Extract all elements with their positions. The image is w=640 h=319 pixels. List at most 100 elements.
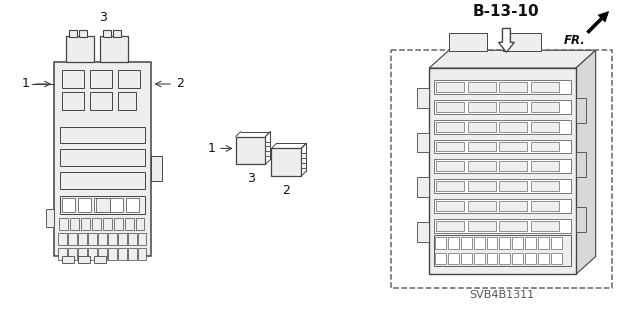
Bar xyxy=(436,181,464,191)
Bar xyxy=(60,218,68,230)
Bar xyxy=(118,248,127,259)
Bar xyxy=(468,181,495,191)
Text: 3: 3 xyxy=(99,11,107,25)
Bar xyxy=(531,181,559,191)
Bar xyxy=(138,248,147,259)
Bar xyxy=(138,233,147,245)
Bar xyxy=(434,179,571,193)
Bar xyxy=(434,100,571,114)
FancyArrow shape xyxy=(499,28,515,52)
Bar xyxy=(417,177,429,197)
Bar xyxy=(60,127,145,144)
Bar xyxy=(434,139,571,153)
Text: 2: 2 xyxy=(176,78,184,91)
Bar xyxy=(538,237,549,249)
Polygon shape xyxy=(576,50,596,274)
Bar xyxy=(468,161,495,171)
Bar xyxy=(436,161,464,171)
Bar xyxy=(271,148,301,176)
Bar xyxy=(499,102,527,112)
Bar xyxy=(70,218,79,230)
Bar xyxy=(576,98,586,123)
Bar xyxy=(98,233,107,245)
Text: 2: 2 xyxy=(282,184,290,197)
Bar xyxy=(499,221,527,231)
Bar xyxy=(461,237,472,249)
Text: 3: 3 xyxy=(246,172,255,185)
Bar xyxy=(436,82,464,92)
Bar xyxy=(435,253,446,264)
Bar xyxy=(499,82,527,92)
Bar xyxy=(108,248,116,259)
Bar xyxy=(513,237,524,249)
Bar xyxy=(434,219,571,233)
Bar xyxy=(58,248,67,259)
Bar xyxy=(531,201,559,211)
Bar xyxy=(551,253,562,264)
Bar xyxy=(468,201,495,211)
Bar xyxy=(60,172,145,189)
Bar xyxy=(499,142,527,152)
Bar xyxy=(236,137,266,164)
Bar xyxy=(417,222,429,242)
Bar xyxy=(78,198,91,212)
Polygon shape xyxy=(429,50,596,68)
Bar xyxy=(118,70,140,88)
Bar xyxy=(114,218,123,230)
Bar xyxy=(531,161,559,171)
Bar xyxy=(98,248,107,259)
Bar xyxy=(78,248,87,259)
Bar xyxy=(100,36,127,62)
Bar xyxy=(474,253,484,264)
Bar xyxy=(60,149,145,166)
Bar xyxy=(90,70,112,88)
Bar xyxy=(436,241,464,251)
Bar xyxy=(551,237,562,249)
Text: FR.: FR. xyxy=(564,34,586,48)
Bar xyxy=(531,241,559,251)
Ellipse shape xyxy=(67,111,77,119)
Bar xyxy=(136,218,145,230)
Bar xyxy=(434,120,571,134)
Bar xyxy=(436,102,464,112)
Bar xyxy=(499,201,527,211)
Bar xyxy=(531,142,559,152)
Bar xyxy=(468,122,495,132)
Bar xyxy=(68,248,77,259)
Bar xyxy=(417,88,429,108)
Bar xyxy=(392,50,612,288)
Bar xyxy=(125,198,138,212)
Bar xyxy=(435,237,446,249)
Text: 1: 1 xyxy=(22,78,29,91)
Bar xyxy=(486,253,497,264)
Bar xyxy=(436,221,464,231)
Text: 1: 1 xyxy=(208,142,216,155)
Ellipse shape xyxy=(280,157,288,165)
Bar xyxy=(81,218,90,230)
Bar xyxy=(434,235,571,266)
Bar xyxy=(434,199,571,213)
Bar xyxy=(78,233,87,245)
Bar xyxy=(90,92,112,110)
Bar xyxy=(448,253,459,264)
Bar xyxy=(79,30,87,37)
Bar xyxy=(88,248,97,259)
Bar xyxy=(461,253,472,264)
Bar xyxy=(468,102,495,112)
Bar xyxy=(499,161,527,171)
Bar xyxy=(118,233,127,245)
Bar xyxy=(531,82,559,92)
Bar xyxy=(499,253,510,264)
Bar xyxy=(525,253,536,264)
Bar xyxy=(62,92,84,110)
Bar xyxy=(127,248,136,259)
Bar xyxy=(531,102,559,112)
Bar xyxy=(266,142,271,146)
Bar xyxy=(448,237,459,249)
Bar xyxy=(152,156,163,181)
Bar xyxy=(69,30,77,37)
Bar xyxy=(474,237,484,249)
Bar xyxy=(468,241,495,251)
Bar xyxy=(576,152,586,177)
Bar xyxy=(468,221,495,231)
